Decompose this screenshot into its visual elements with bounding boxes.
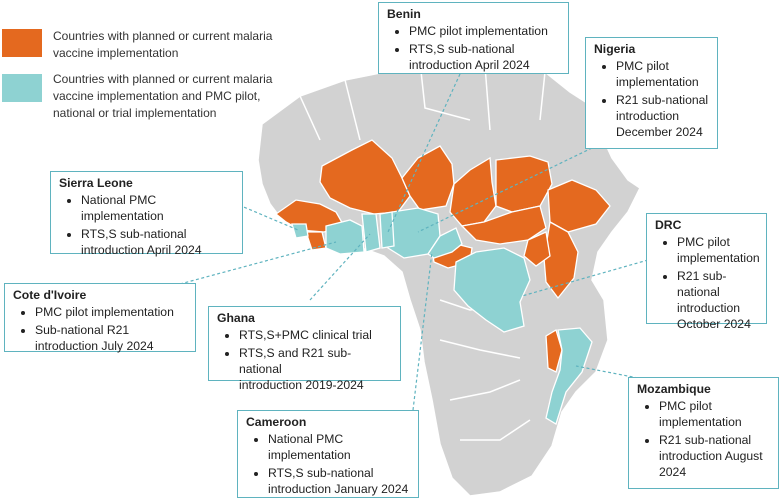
callout-title: Nigeria bbox=[594, 42, 636, 56]
callout-title: Ghana bbox=[217, 311, 255, 325]
cameroon-shape bbox=[427, 227, 463, 259]
callout-item: RTS,S+PMC clinical trial bbox=[239, 327, 392, 343]
drc-shape bbox=[453, 247, 531, 333]
callout-benin: Benin PMC pilot implementation RTS,S sub… bbox=[378, 2, 569, 74]
leader-lines bbox=[179, 73, 649, 411]
mozambique-shape bbox=[545, 327, 593, 425]
callout-title: Benin bbox=[387, 7, 421, 21]
cote-divoire-shape bbox=[325, 219, 365, 255]
callout-title: Sierra Leone bbox=[59, 176, 133, 190]
legend-swatch-vaccine-pmc bbox=[2, 74, 42, 102]
legend-label-vaccine: Countries with planned or current malari… bbox=[53, 29, 273, 60]
callout-title: Cote d'Ivoire bbox=[13, 288, 87, 302]
benin-shape bbox=[379, 211, 395, 249]
vaccine-pmc-countries bbox=[291, 207, 593, 425]
ghana-shape bbox=[361, 213, 381, 253]
legend-label-vaccine-pmc: Countries with planned or current malari… bbox=[53, 72, 273, 120]
mali-burkina-region bbox=[319, 139, 411, 215]
callout-sierra-leone: Sierra Leone National PMCimplementation … bbox=[50, 171, 243, 257]
callout-title: Cameroon bbox=[246, 415, 307, 429]
sudan-region bbox=[495, 155, 553, 213]
legend-swatch-vaccine bbox=[2, 29, 42, 57]
callout-cote-divoire: Cote d'Ivoire PMC pilot implementation S… bbox=[4, 283, 196, 354]
callout-title: DRC bbox=[655, 218, 682, 232]
callout-item: PMC pilot implementation bbox=[409, 23, 560, 39]
callout-title: Mozambique bbox=[637, 382, 711, 396]
car-southsudan-region bbox=[460, 205, 547, 245]
malawi-region bbox=[545, 329, 563, 373]
callout-ghana: Ghana RTS,S+PMC clinical trial RTS,S and… bbox=[208, 306, 401, 392]
kenya-region bbox=[543, 220, 579, 300]
grey-country-borders bbox=[299, 61, 546, 441]
callout-item: PMC pilot implementation bbox=[35, 304, 187, 320]
liberia-region bbox=[305, 231, 327, 251]
sierra-leone-shape bbox=[291, 223, 309, 239]
uganda-region bbox=[523, 231, 551, 267]
